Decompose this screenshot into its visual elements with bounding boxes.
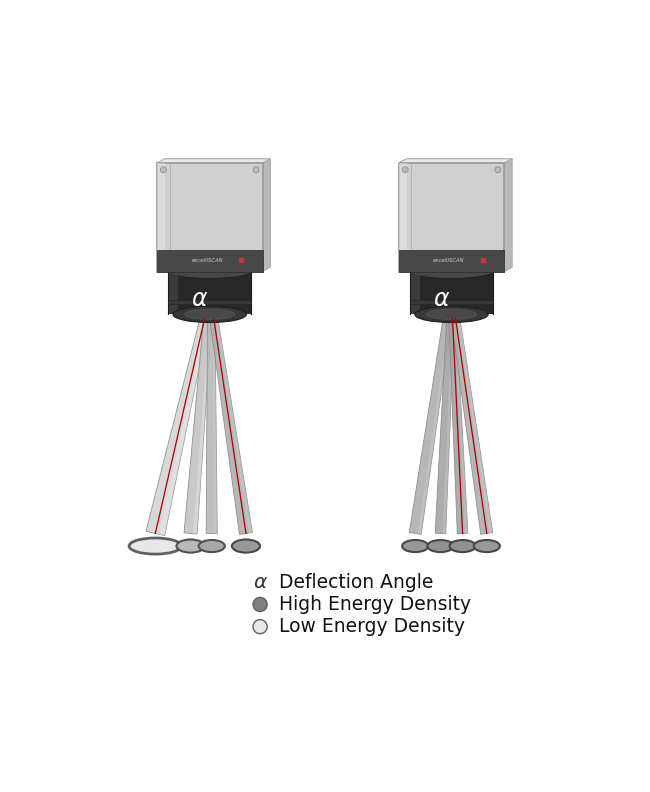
Text: Low Energy Density: Low Energy Density <box>273 617 465 636</box>
Ellipse shape <box>402 540 428 552</box>
Ellipse shape <box>168 265 252 279</box>
Polygon shape <box>206 318 217 534</box>
Bar <box>410 300 493 303</box>
Text: $\alpha$: $\alpha$ <box>191 287 208 311</box>
Circle shape <box>253 619 267 634</box>
Ellipse shape <box>410 265 493 279</box>
Bar <box>398 249 504 272</box>
Polygon shape <box>193 318 212 534</box>
Polygon shape <box>448 318 468 534</box>
Bar <box>168 272 178 314</box>
Ellipse shape <box>129 538 181 554</box>
Ellipse shape <box>185 310 235 319</box>
Text: High Energy Density: High Energy Density <box>273 595 471 614</box>
Circle shape <box>253 167 259 173</box>
Ellipse shape <box>176 539 205 553</box>
Ellipse shape <box>450 540 476 552</box>
Text: excelliSCAN: excelliSCAN <box>434 257 465 263</box>
Ellipse shape <box>427 540 454 552</box>
Bar <box>157 163 263 272</box>
Polygon shape <box>398 158 512 163</box>
Polygon shape <box>215 318 252 533</box>
Polygon shape <box>159 318 209 535</box>
Ellipse shape <box>474 540 500 552</box>
Ellipse shape <box>426 310 476 319</box>
Polygon shape <box>504 158 512 272</box>
Polygon shape <box>146 318 209 535</box>
Bar <box>410 272 493 314</box>
Text: $\alpha$: $\alpha$ <box>253 573 268 592</box>
Bar <box>398 163 504 272</box>
Polygon shape <box>443 318 454 534</box>
Bar <box>157 163 165 272</box>
Bar <box>157 249 263 272</box>
Ellipse shape <box>415 307 488 322</box>
Text: $\alpha$: $\alpha$ <box>433 287 450 311</box>
Polygon shape <box>157 158 270 163</box>
Ellipse shape <box>199 540 225 552</box>
Polygon shape <box>410 318 452 535</box>
Circle shape <box>495 167 501 173</box>
Bar <box>410 272 420 314</box>
Polygon shape <box>184 318 212 534</box>
Polygon shape <box>263 158 270 272</box>
Bar <box>398 163 407 272</box>
Ellipse shape <box>173 307 246 322</box>
Circle shape <box>161 167 166 173</box>
Polygon shape <box>435 318 454 534</box>
Text: excelliSCAN: excelliSCAN <box>192 257 223 263</box>
Bar <box>168 300 252 303</box>
Polygon shape <box>454 318 468 533</box>
Text: Deflection Angle: Deflection Angle <box>273 573 433 592</box>
Bar <box>168 272 252 314</box>
Ellipse shape <box>232 539 260 553</box>
Polygon shape <box>210 318 252 535</box>
Circle shape <box>253 597 267 611</box>
Polygon shape <box>418 318 452 535</box>
Circle shape <box>402 167 408 173</box>
Polygon shape <box>451 318 493 535</box>
Polygon shape <box>457 318 493 533</box>
Polygon shape <box>213 318 217 534</box>
